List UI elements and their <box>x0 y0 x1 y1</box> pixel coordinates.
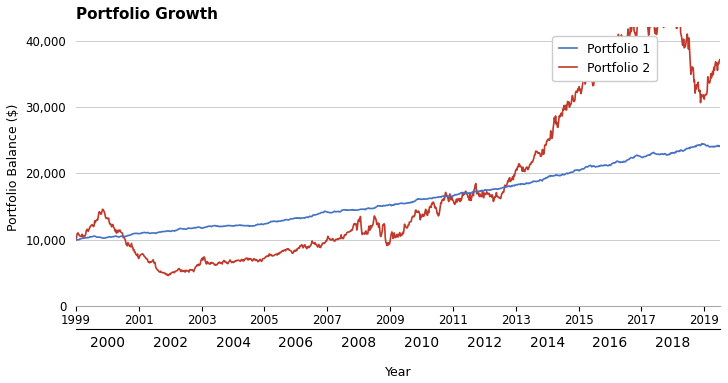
Portfolio 2 <box>536 151 545 155</box>
Portfolio 1 <box>491 187 500 191</box>
Y-axis label: Portfolio Balance ($): Portfolio Balance ($) <box>7 103 20 231</box>
Portfolio 2 <box>71 237 80 242</box>
Text: Portfolio Growth: Portfolio Growth <box>76 7 218 22</box>
Portfolio 1 <box>727 141 728 145</box>
Portfolio 1 <box>535 178 544 183</box>
Line: Portfolio 1: Portfolio 1 <box>76 143 728 240</box>
Portfolio 1 <box>71 237 80 242</box>
Portfolio 1 <box>266 220 275 224</box>
Portfolio 2 <box>266 253 275 258</box>
Portfolio 2 <box>75 233 84 238</box>
Portfolio 2 <box>676 0 684 4</box>
Portfolio 2 <box>164 273 173 278</box>
Legend: Portfolio 1, Portfolio 2: Portfolio 1, Portfolio 2 <box>553 36 657 81</box>
Portfolio 2 <box>558 114 566 118</box>
Portfolio 2 <box>492 190 501 195</box>
Line: Portfolio 2: Portfolio 2 <box>76 2 728 275</box>
X-axis label: Year: Year <box>384 366 411 379</box>
Portfolio 1 <box>75 237 84 241</box>
Portfolio 2 <box>632 39 641 44</box>
Portfolio 1 <box>631 154 640 158</box>
Portfolio 1 <box>557 173 566 177</box>
